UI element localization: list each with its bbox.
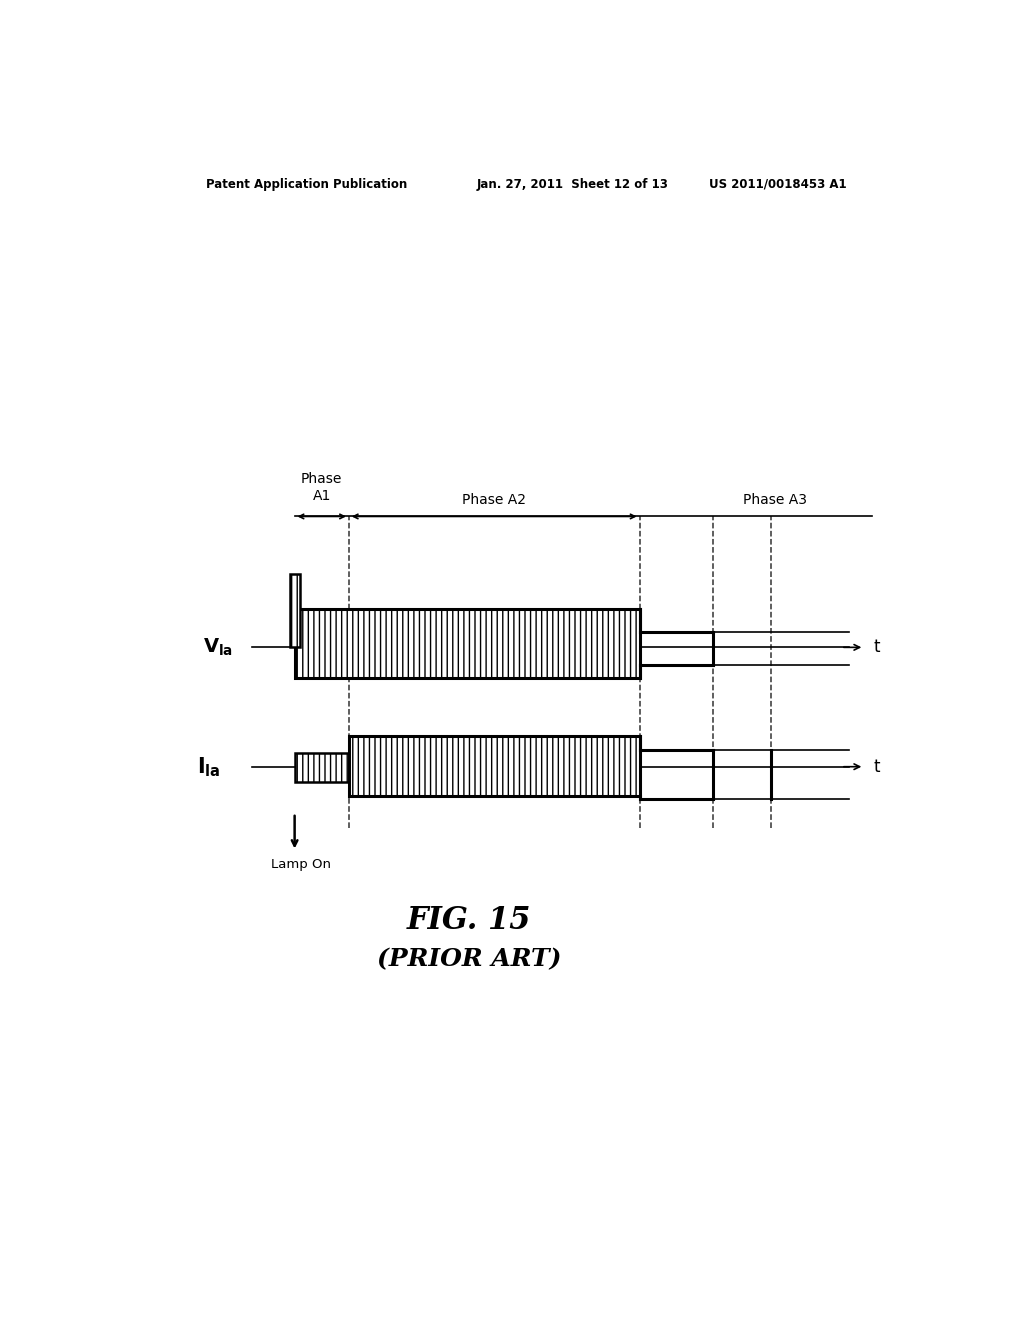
Bar xyxy=(295,752,349,781)
Text: Phase A3: Phase A3 xyxy=(743,494,807,507)
Bar xyxy=(290,574,300,647)
Text: t: t xyxy=(873,639,880,656)
Text: Patent Application Publication: Patent Application Publication xyxy=(206,178,407,190)
Bar xyxy=(349,737,640,796)
Text: $\mathbf{I_{la}}$: $\mathbf{I_{la}}$ xyxy=(198,755,221,779)
Text: Jan. 27, 2011  Sheet 12 of 13: Jan. 27, 2011 Sheet 12 of 13 xyxy=(477,178,669,190)
Text: FIG. 15: FIG. 15 xyxy=(407,906,531,936)
Text: $\mathbf{V_{la}}$: $\mathbf{V_{la}}$ xyxy=(203,636,232,657)
Text: US 2011/0018453 A1: US 2011/0018453 A1 xyxy=(710,178,847,190)
Text: Phase
A1: Phase A1 xyxy=(301,473,342,503)
Text: Phase A2: Phase A2 xyxy=(462,494,526,507)
Text: Lamp On: Lamp On xyxy=(270,858,331,871)
Text: t: t xyxy=(873,758,880,776)
Bar xyxy=(295,609,640,678)
Text: (PRIOR ART): (PRIOR ART) xyxy=(377,948,561,972)
